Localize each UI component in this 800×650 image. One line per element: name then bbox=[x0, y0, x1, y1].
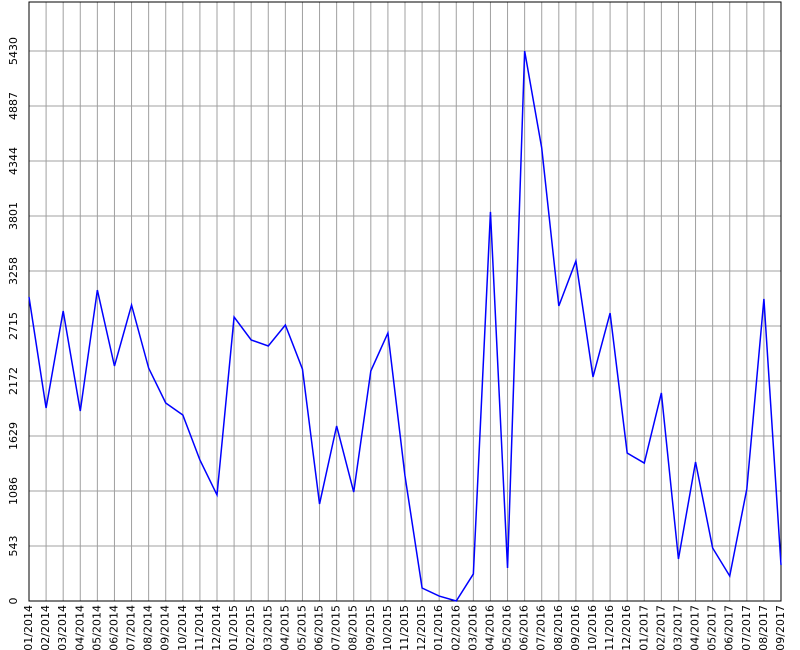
x-tick-label: 03/2015 bbox=[261, 605, 274, 650]
x-tick-label: 01/2014 bbox=[22, 605, 35, 650]
x-tick-label: 10/2015 bbox=[381, 605, 394, 650]
x-tick-label: 06/2016 bbox=[518, 605, 531, 650]
y-tick-label: 4344 bbox=[7, 147, 20, 175]
x-tick-label: 02/2017 bbox=[654, 605, 667, 650]
x-tick-label: 06/2015 bbox=[313, 605, 326, 650]
y-tick-label: 5430 bbox=[7, 37, 20, 65]
x-tick-label: 09/2016 bbox=[569, 605, 582, 650]
y-tick-label: 1086 bbox=[7, 477, 20, 505]
x-tick-label: 08/2014 bbox=[142, 605, 155, 650]
x-tick-label: 06/2014 bbox=[107, 605, 120, 650]
y-tick-label: 2715 bbox=[7, 312, 20, 340]
x-tick-label: 02/2016 bbox=[449, 605, 462, 650]
x-tick-label: 01/2016 bbox=[432, 605, 445, 650]
x-tick-label: 12/2016 bbox=[620, 605, 633, 650]
x-tick-label: 10/2014 bbox=[176, 605, 189, 650]
x-tick-label: 02/2015 bbox=[244, 605, 257, 650]
data-line bbox=[28, 50, 782, 602]
x-tick-label: 08/2017 bbox=[757, 605, 770, 650]
y-tick-label: 0 bbox=[7, 598, 20, 605]
x-tick-label: 08/2016 bbox=[552, 605, 565, 650]
x-tick-label: 09/2014 bbox=[159, 605, 172, 650]
x-tick-label: 04/2015 bbox=[278, 605, 291, 650]
x-tick-label: 05/2017 bbox=[706, 605, 719, 650]
x-tick-label: 02/2014 bbox=[39, 605, 52, 650]
y-tick-label: 543 bbox=[7, 536, 20, 557]
x-tick-label: 07/2016 bbox=[535, 605, 548, 650]
y-tick-label: 2172 bbox=[7, 367, 20, 395]
x-tick-label: 12/2014 bbox=[210, 605, 223, 650]
x-tick-label: 05/2015 bbox=[295, 605, 308, 650]
x-tick-label: 07/2017 bbox=[740, 605, 753, 650]
x-tick-label: 12/2015 bbox=[415, 605, 428, 650]
y-tick-label: 3801 bbox=[7, 202, 20, 230]
x-tick-label: 03/2017 bbox=[671, 605, 684, 650]
x-tick-label: 04/2014 bbox=[73, 605, 86, 650]
y-tick-label: 1629 bbox=[7, 422, 20, 450]
x-tick-label: 10/2016 bbox=[586, 605, 599, 650]
y-tick-label: 3258 bbox=[7, 257, 20, 285]
x-tick-label: 07/2015 bbox=[330, 605, 343, 650]
x-tick-label: 09/2015 bbox=[364, 605, 377, 650]
x-tick-label: 05/2014 bbox=[90, 605, 103, 650]
x-tick-label: 09/2017 bbox=[774, 605, 787, 650]
x-tick-label: 11/2015 bbox=[398, 605, 411, 650]
x-tick-label: 04/2017 bbox=[689, 605, 702, 650]
x-tick-label: 04/2016 bbox=[483, 605, 496, 650]
x-tick-label: 11/2016 bbox=[603, 605, 616, 650]
x-tick-label: 01/2015 bbox=[227, 605, 240, 650]
x-tick-label: 11/2014 bbox=[193, 605, 206, 650]
x-tick-label: 03/2014 bbox=[56, 605, 69, 650]
y-tick-label: 4887 bbox=[7, 92, 20, 120]
x-tick-label: 07/2014 bbox=[125, 605, 138, 650]
x-tick-label: 08/2015 bbox=[347, 605, 360, 650]
x-tick-label: 01/2017 bbox=[637, 605, 650, 650]
x-tick-label: 05/2016 bbox=[501, 605, 514, 650]
x-tick-label: 03/2016 bbox=[466, 605, 479, 650]
x-tick-label: 06/2017 bbox=[723, 605, 736, 650]
